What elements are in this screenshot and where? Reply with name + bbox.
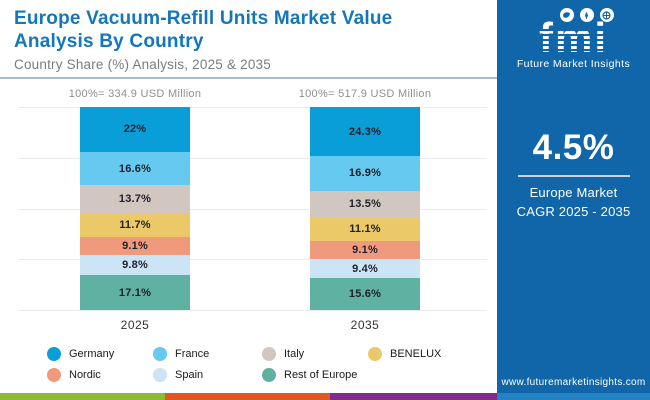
segment-label: 15.6% <box>348 287 382 300</box>
axis-label-2025: 2025 <box>120 318 150 332</box>
segment-germany: 24.3% <box>310 107 420 157</box>
segment-italy: 13.7% <box>80 185 190 214</box>
segment-rest-of-europe: 17.1% <box>80 275 190 310</box>
segment-label: 9.8% <box>122 259 148 272</box>
segment-label: 22% <box>123 123 147 136</box>
cagr-value: 4.5% <box>532 128 615 168</box>
segment-rest-of-europe: 15.6% <box>310 278 420 310</box>
axis-label-2035: 2035 <box>350 318 380 332</box>
legend-item-benelux: BENELUX <box>368 346 441 361</box>
segment-spain: 9.4% <box>310 259 420 279</box>
sidebar-footer-strip <box>497 393 650 400</box>
cagr-label-line2: CAGR 2025 - 2035 <box>516 203 631 219</box>
legend-swatch <box>47 367 61 382</box>
stacked-bar-2025: 22% 16.6% 13.7% 11.7% 9.1% 9.8% 17.1% <box>80 107 190 310</box>
legend-label: Nordic <box>69 368 101 381</box>
globe-icon <box>599 8 614 22</box>
segment-label: 11.7% <box>119 219 151 232</box>
segment-france: 16.9% <box>310 156 420 191</box>
legend-label: BENELUX <box>390 347 442 360</box>
legend-label: Italy <box>284 347 305 360</box>
segment-label: 13.5% <box>348 198 382 211</box>
total-annotation: 100%= 517.9 USD Million <box>298 88 432 100</box>
brand-sidebar: fmi Future Market Insights 4.5% Europe M… <box>497 0 650 400</box>
gridline <box>18 259 487 261</box>
map-icon <box>559 8 574 22</box>
segment-benelux: 11.1% <box>310 218 420 241</box>
legend-swatch <box>262 367 276 382</box>
legend-item-italy: Italy <box>262 346 304 361</box>
footer-stripe-1 <box>165 393 330 400</box>
cagr-callout: 4.5% Europe Market CAGR 2025 - 2035 <box>497 128 650 222</box>
stacked-bar-2035: 24.3% 16.9% 13.5% 11.1% 9.1% 9.4% 15.6% <box>310 107 420 310</box>
cagr-label: Europe Market CAGR 2025 - 2035 <box>497 184 650 222</box>
segment-spain: 9.8% <box>80 255 190 276</box>
legend-item-rest-of-europe: Rest of Europe <box>262 367 357 382</box>
segment-label: 16.9% <box>348 167 382 180</box>
gridline <box>18 157 487 159</box>
segment-label: 16.6% <box>118 162 152 175</box>
footer-stripe-0 <box>0 393 165 400</box>
footer-stripe-2 <box>330 393 497 400</box>
legend-label: France <box>175 347 210 360</box>
segment-label: 17.1% <box>118 286 152 299</box>
segment-france: 16.6% <box>80 151 190 186</box>
stacked-bar-chart: 100%= 334.9 USD Million 22% 16.6% 13.7% 11.7… <box>0 80 497 340</box>
compass-icon <box>579 8 594 22</box>
website-url: www.futuremarketinsights.com <box>501 377 646 388</box>
segment-italy: 13.5% <box>310 190 420 219</box>
total-annotation: 100%= 334.9 USD Million <box>68 88 202 100</box>
header-divider <box>0 77 497 79</box>
gridline <box>18 107 487 108</box>
legend-swatch <box>262 346 276 361</box>
segment-label: 24.3% <box>348 125 382 138</box>
legend-item-nordic: Nordic <box>47 367 101 382</box>
segment-label: 9.1% <box>122 240 148 253</box>
logo-wordmark: fmi <box>535 14 612 61</box>
segment-label: 9.4% <box>352 262 378 275</box>
legend-item-germany: Germany <box>47 346 114 361</box>
page-title: Europe Vacuum-Refill Units Market Value … <box>14 8 393 52</box>
segment-benelux: 11.7% <box>80 213 190 237</box>
segment-label: 11.1% <box>349 223 381 236</box>
cagr-label-line1: Europe Market <box>529 185 618 201</box>
fmi-logo: fmi Future Market Insights <box>497 0 650 70</box>
cagr-divider <box>517 175 630 178</box>
legend-label: Rest of Europe <box>284 368 358 381</box>
legend-swatch <box>153 367 167 382</box>
legend-item-france: France <box>153 346 209 361</box>
logo-subtext: Future Market Insights <box>516 58 631 71</box>
segment-germany: 22% <box>80 107 190 152</box>
segment-label: 9.1% <box>352 243 378 256</box>
legend-label: Spain <box>175 368 204 381</box>
logo-icons-row <box>523 8 650 22</box>
page-subtitle: Country Share (%) Analysis, 2025 & 2035 <box>14 56 271 72</box>
legend-swatch <box>47 346 61 361</box>
segment-nordic: 9.1% <box>80 236 190 256</box>
segment-nordic: 9.1% <box>310 240 420 260</box>
legend-swatch <box>153 346 167 361</box>
report-header: Europe Vacuum-Refill Units Market Value … <box>14 8 484 72</box>
gridline <box>18 310 487 311</box>
segment-label: 13.7% <box>118 193 152 206</box>
legend-swatch <box>368 346 382 361</box>
gridline <box>18 208 487 210</box>
legend-label: Germany <box>69 347 115 360</box>
legend-item-spain: Spain <box>153 367 203 382</box>
